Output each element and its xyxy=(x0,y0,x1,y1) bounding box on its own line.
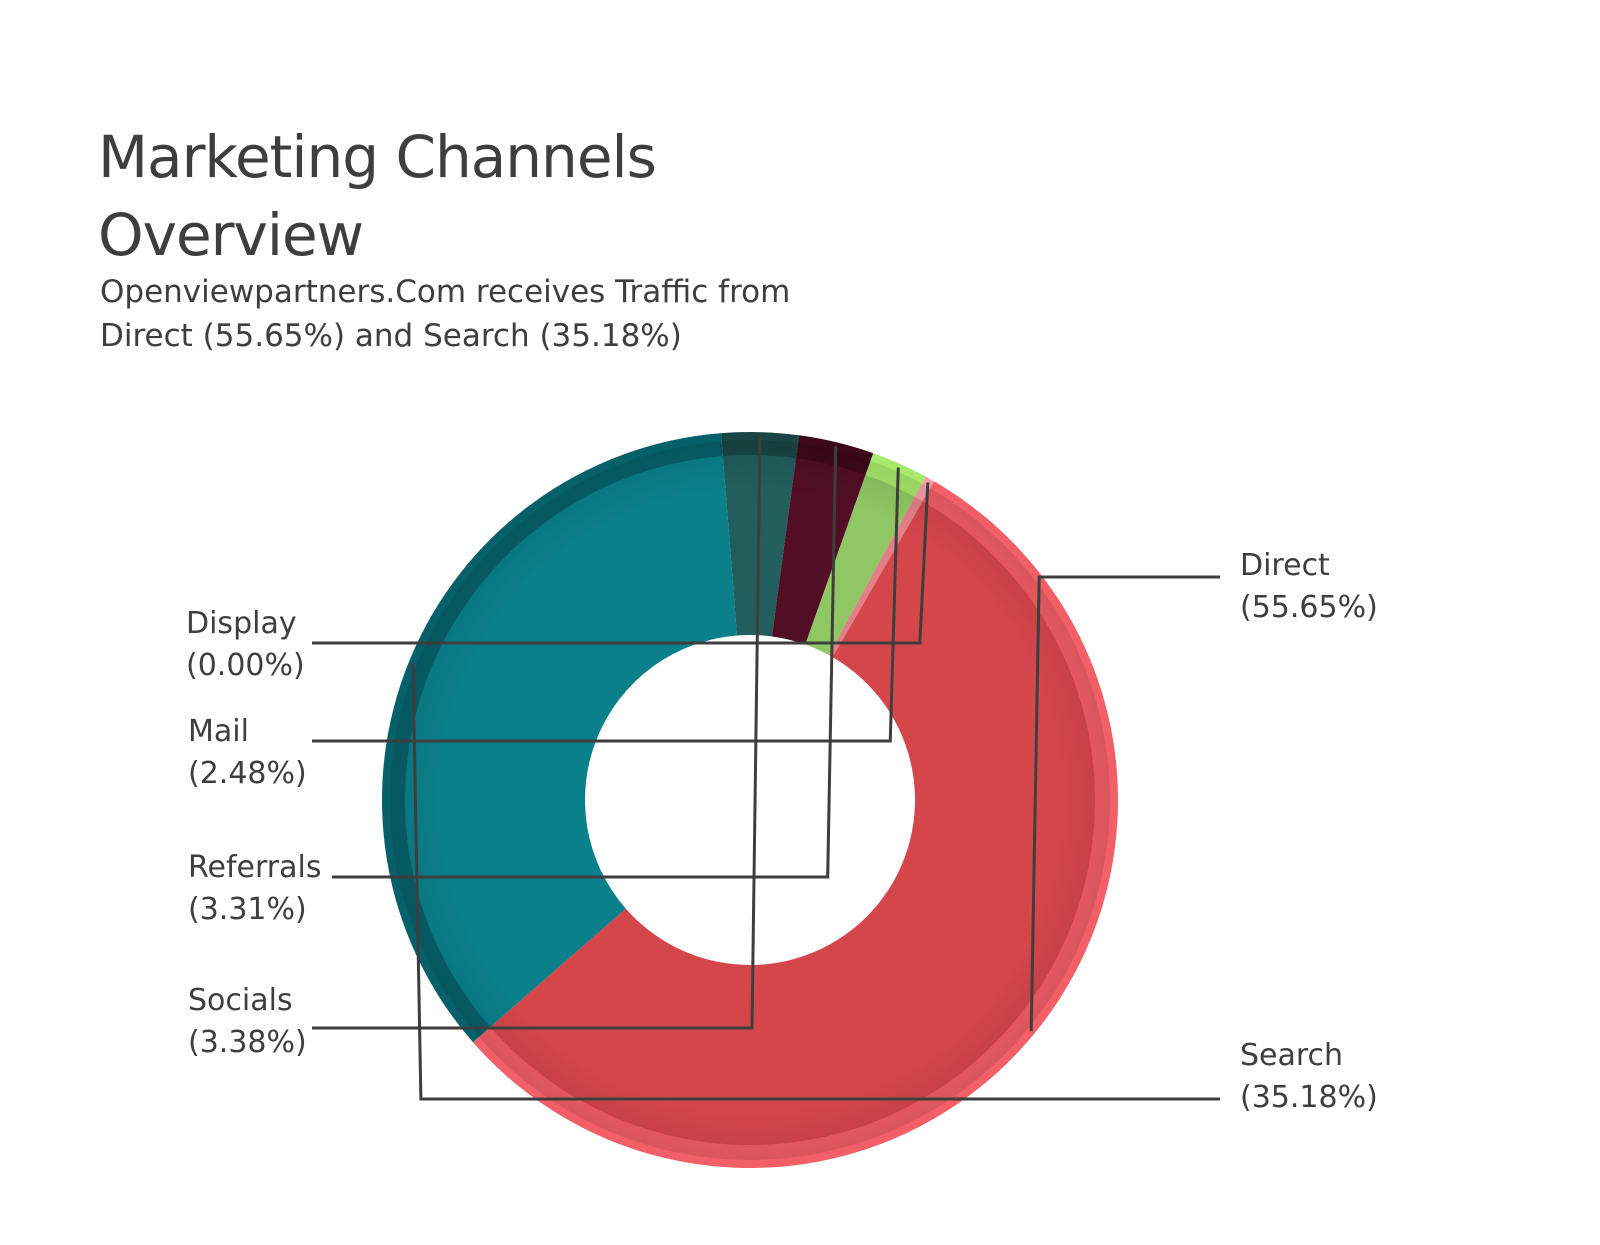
slice-labels: Direct (55.65%) Search (35.18%) Socials (3.38… xyxy=(186,548,1378,1115)
label-name-direct: Direct xyxy=(1240,548,1330,583)
label-name-search: Search xyxy=(1240,1038,1343,1073)
leader-line-referrals xyxy=(332,446,838,879)
label-name-socials: Socials xyxy=(188,983,293,1018)
label-value-display: (0.00%) xyxy=(186,648,305,683)
label-name-mail: Mail xyxy=(188,714,249,749)
leader-line-direct xyxy=(1029,575,1220,1032)
chart-title-line-2: Overview xyxy=(98,201,364,269)
leader-line-socials xyxy=(312,436,762,1030)
label-value-direct: (55.65%) xyxy=(1240,590,1378,625)
chart-subtitle-line-2: Direct (55.65%) and Search (35.18%) xyxy=(100,318,682,354)
label-value-socials: (3.38%) xyxy=(188,1025,307,1060)
label-value-referrals: (3.31%) xyxy=(188,892,307,927)
chart-subtitle-line-1: Openviewpartners.Com receives Traffic fr… xyxy=(100,274,791,310)
chart-title-line-1: Marketing Channels xyxy=(98,123,657,191)
leader-line-search xyxy=(411,662,1220,1101)
chart-subtitle: Openviewpartners.Com receives Traffic fr… xyxy=(100,270,860,358)
donut-shading xyxy=(390,440,1110,1160)
label-name-display: Display xyxy=(186,606,297,641)
leader-line-display xyxy=(312,482,930,645)
chart-title: Marketing Channels Overview xyxy=(98,118,858,274)
label-value-search: (35.18%) xyxy=(1240,1080,1378,1115)
label-name-referrals: Referrals xyxy=(188,850,321,885)
label-value-mail: (2.48%) xyxy=(188,756,307,791)
leader-lines xyxy=(312,436,1220,1101)
leader-line-mail xyxy=(312,467,900,743)
